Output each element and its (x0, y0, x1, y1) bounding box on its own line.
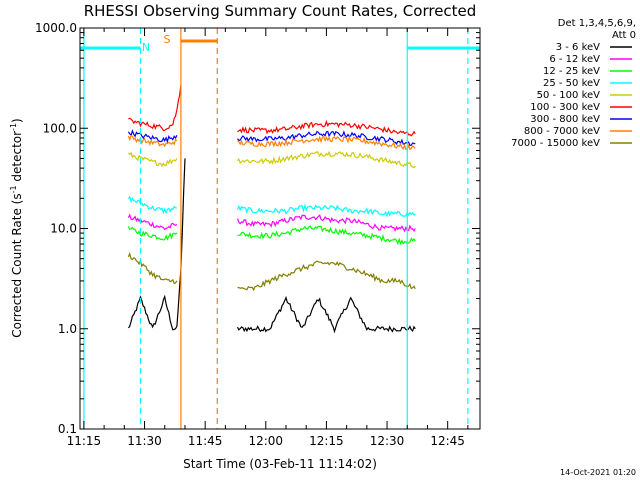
y-axis-title: Corrected Count Rate (s-1 detector-1) (9, 118, 24, 337)
legend-label-6-12-kev: 6 - 12 keV (549, 54, 600, 65)
x-tick-label: 11:15 (67, 434, 102, 448)
series-line-25-50-kev-seg2 (236, 203, 416, 218)
y-axis-title-exp2: -1 (9, 123, 18, 131)
legend-label-100-300-kev: 100 - 300 keV (530, 102, 600, 113)
y-tick-label: 100.0 (43, 121, 77, 135)
series-line-100-300-kev-seg2 (237, 119, 416, 137)
x-tick-label: 12:00 (248, 434, 283, 448)
axes: 11:15 11:30 11:45 12:00 12:15 12:30 12:45 0.1 1.… (35, 21, 480, 448)
series-line-300-800-kev-seg2 (237, 130, 416, 146)
series-line-3-6-kev-seg2 (236, 295, 416, 334)
series-line-7000-15000-kev-seg1 (127, 251, 178, 285)
x-tick-label: 12:45 (430, 434, 465, 448)
legend-header-line-1: Det 1,3,4,5,6,9, (558, 18, 636, 29)
legend-header-line-2: Att 0 (612, 30, 636, 41)
series-line-800-7000-kev-seg2 (237, 135, 416, 151)
series-line-6-12-kev-seg1 (127, 213, 178, 231)
x-axis-title: Start Time (03-Feb-11 11:14:02) (183, 457, 377, 471)
s-marker-label: S (164, 33, 171, 46)
y-axis-title-main: Corrected Count Rate (s (10, 193, 24, 337)
x-tick-label: 12:30 (370, 434, 405, 448)
plot-area: NS (80, 28, 480, 429)
legend-label-12-25-kev: 12 - 25 keV (543, 66, 600, 77)
n-marker-label: N (142, 41, 150, 54)
y-axis-title-mid: detector (10, 131, 24, 186)
y-tick-label: 1.0 (58, 322, 77, 336)
y-axis-title-exp1: -1 (9, 185, 18, 193)
series-line-50-100-kev-seg1 (127, 151, 178, 168)
legend-label-300-800-kev: 300 - 800 keV (530, 114, 600, 125)
x-tick-label: 11:30 (127, 434, 162, 448)
series-line-12-25-kev-seg2 (237, 225, 416, 246)
series-line-800-7000-kev-seg1 (127, 134, 178, 148)
series-line-100-300-kev-seg1 (128, 84, 182, 132)
y-tick-label: 1000.0 (35, 21, 77, 35)
legend-label-7000-15000-kev: 7000 - 15000 keV (511, 138, 600, 149)
series-line-6-12-kev-seg2 (236, 214, 416, 233)
series-line-50-100-kev-seg2 (237, 150, 416, 169)
chart-title: RHESSI Observing Summary Count Rates, Co… (84, 2, 477, 20)
x-tick-label: 12:15 (309, 434, 344, 448)
footer-timestamp: 14-Oct-2021 01:20 (560, 468, 636, 477)
series-line-300-800-kev-seg1 (127, 128, 178, 144)
y-axis-title-end: ) (10, 118, 24, 123)
legend-label-25-50-kev: 25 - 50 keV (543, 78, 600, 89)
x-tick-label: 11:45 (188, 434, 223, 448)
legend-label-50-100-kev: 50 - 100 keV (537, 90, 601, 101)
y-tick-label: 0.1 (58, 422, 77, 436)
y-tick-label: 10.0 (50, 222, 77, 236)
series-line-12-25-kev-seg1 (127, 226, 178, 241)
legend-label-3-6-kev: 3 - 6 keV (556, 42, 600, 53)
legend-label-800-7000-kev: 800 - 7000 keV (524, 126, 600, 137)
series-line-25-50-kev-seg1 (127, 195, 177, 215)
series-line-7000-15000-kev-seg2 (237, 260, 416, 292)
series-line-3-6-kev-seg1 (127, 158, 186, 331)
